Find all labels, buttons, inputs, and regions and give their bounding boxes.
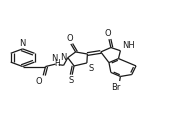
- Text: S: S: [88, 64, 94, 73]
- Text: N: N: [60, 53, 67, 62]
- Text: H: H: [55, 59, 60, 68]
- Text: N: N: [51, 54, 57, 63]
- Text: O: O: [105, 29, 111, 38]
- Text: NH: NH: [122, 41, 135, 50]
- Text: S: S: [69, 76, 74, 85]
- Text: N: N: [19, 39, 26, 48]
- Text: O: O: [67, 34, 73, 43]
- Text: Br: Br: [112, 83, 121, 92]
- Text: O: O: [35, 77, 42, 86]
